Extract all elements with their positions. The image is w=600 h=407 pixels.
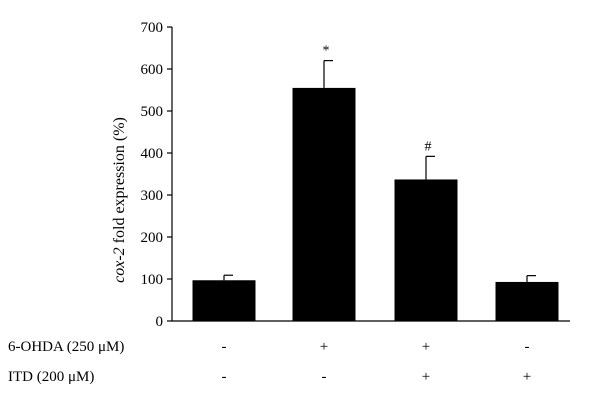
treatment-sign: + [422, 339, 430, 355]
treatment-sign: - [525, 339, 530, 355]
bar [192, 280, 256, 321]
treatment-sign: + [523, 369, 531, 385]
bar [495, 281, 559, 321]
treatment-sign: + [422, 369, 430, 385]
y-tick-label: 400 [141, 146, 164, 162]
y-tick-label: 500 [141, 104, 164, 120]
significance-mark: * [323, 44, 330, 59]
y-axis-label-rest: fold expression (%) [111, 117, 128, 247]
y-axis-label-italic: cox-2 [111, 247, 128, 283]
y-tick-label: 100 [141, 272, 164, 288]
y-tick-label: 200 [141, 230, 164, 246]
y-tick-label: 600 [141, 62, 164, 78]
y-tick-label: 0 [156, 314, 164, 330]
bar [292, 87, 356, 322]
treatment-sign: + [320, 339, 328, 355]
treatment-row-label: 6-OHDA (250 μM) [8, 339, 124, 355]
y-tick-label: 300 [141, 188, 164, 204]
bar [394, 179, 458, 321]
y-tick-label: 700 [141, 20, 164, 36]
treatment-sign: - [322, 369, 327, 385]
treatment-sign: - [222, 339, 227, 355]
treatment-sign: - [222, 369, 227, 385]
y-axis-label: cox-2 fold expression (%) [111, 117, 128, 283]
significance-mark: # [425, 139, 432, 154]
treatment-row-label: ITD (200 μM) [8, 369, 94, 385]
